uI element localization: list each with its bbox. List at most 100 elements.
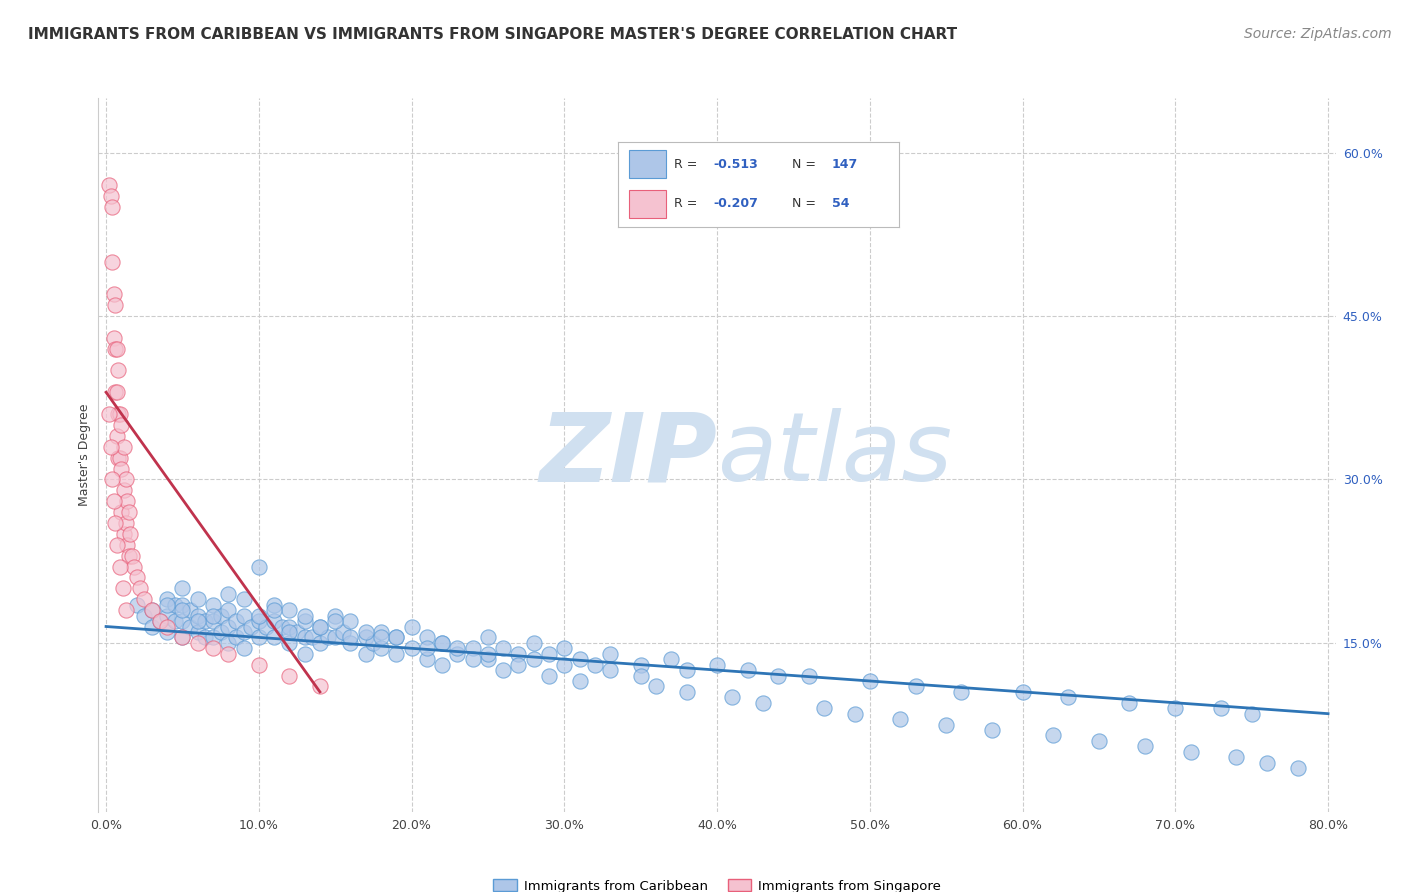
Text: -0.513: -0.513 (714, 158, 758, 171)
Point (103, 331, 125, 345)
Point (492, 641, 515, 656)
Point (115, 603, 138, 617)
Point (112, 440, 135, 454)
Point (179, 603, 201, 617)
Point (294, 614, 316, 628)
Point (385, 647, 408, 661)
Text: ZIP: ZIP (538, 409, 717, 501)
Point (354, 647, 377, 661)
Point (309, 619, 332, 633)
Point (309, 680, 332, 694)
Point (309, 636, 332, 650)
Point (103, 287, 125, 301)
Point (98, 407, 121, 421)
Point (523, 652, 546, 666)
Point (232, 608, 254, 623)
Point (156, 592, 179, 607)
Point (104, 385, 127, 400)
Text: IMMIGRANTS FROM CARIBBEAN VS IMMIGRANTS FROM SINGAPORE MASTER'S DEGREE CORRELATI: IMMIGRANTS FROM CARIBBEAN VS IMMIGRANTS … (28, 27, 957, 42)
Text: N =: N = (793, 158, 821, 171)
Point (401, 619, 423, 633)
Point (813, 701, 835, 715)
Point (104, 298, 127, 312)
Point (797, 668, 820, 682)
Point (101, 472, 124, 486)
Y-axis label: Master's Degree: Master's Degree (79, 404, 91, 506)
Point (553, 641, 575, 656)
Point (1057, 690, 1080, 705)
Point (122, 559, 145, 574)
Point (201, 608, 224, 623)
Point (217, 636, 239, 650)
Point (107, 407, 129, 421)
Point (370, 641, 392, 656)
Point (766, 668, 789, 682)
Point (187, 614, 209, 628)
Point (247, 608, 270, 623)
Point (270, 619, 292, 633)
Point (537, 647, 560, 661)
Point (301, 631, 323, 645)
Point (187, 624, 209, 639)
Point (194, 631, 217, 645)
Point (492, 663, 515, 677)
Point (339, 614, 361, 628)
Point (217, 603, 239, 617)
Point (172, 614, 194, 628)
Point (179, 619, 201, 633)
Point (332, 624, 354, 639)
Point (370, 631, 392, 645)
Point (141, 603, 163, 617)
Point (194, 614, 217, 628)
Point (278, 636, 301, 650)
Point (706, 657, 728, 672)
Point (247, 631, 270, 645)
Point (363, 636, 385, 650)
Point (446, 641, 468, 656)
Point (737, 663, 759, 677)
Point (935, 717, 957, 731)
Point (125, 598, 148, 612)
Point (256, 619, 278, 633)
Point (172, 603, 194, 617)
Point (156, 619, 179, 633)
Point (1088, 734, 1111, 748)
Point (461, 652, 484, 666)
Point (568, 673, 591, 688)
Point (105, 342, 128, 356)
Point (477, 631, 499, 645)
Point (323, 614, 346, 628)
Point (316, 631, 339, 645)
Point (111, 582, 134, 596)
Point (232, 624, 254, 639)
Point (430, 636, 453, 650)
Point (225, 631, 247, 645)
Point (461, 641, 484, 656)
Point (537, 668, 560, 682)
Point (278, 603, 301, 617)
Point (156, 608, 179, 623)
Point (156, 624, 179, 639)
Point (134, 608, 156, 623)
Point (354, 624, 377, 639)
Point (247, 559, 270, 574)
Point (416, 631, 439, 645)
Point (100, 189, 122, 203)
Point (1042, 729, 1064, 743)
Point (1256, 756, 1278, 770)
Point (118, 505, 141, 519)
Text: atlas: atlas (717, 409, 952, 501)
Point (553, 657, 575, 672)
Point (401, 641, 423, 656)
Point (278, 624, 301, 639)
Point (172, 582, 194, 596)
Point (105, 429, 128, 443)
Point (105, 385, 128, 400)
Point (101, 200, 124, 214)
Point (309, 619, 332, 633)
Text: Source: ZipAtlas.com: Source: ZipAtlas.com (1244, 27, 1392, 41)
Point (108, 407, 131, 421)
Point (232, 641, 254, 656)
Point (172, 598, 194, 612)
Point (263, 631, 285, 645)
